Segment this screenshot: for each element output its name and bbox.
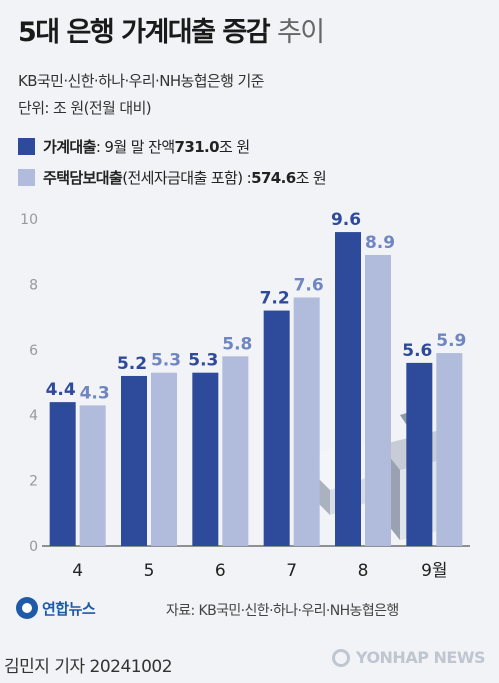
subtitle-unit: 단위: 조 원(전월 대비) (18, 99, 152, 117)
watermark-icon (331, 648, 350, 667)
bar-household (406, 362, 433, 546)
legend-value: 574.6 (251, 168, 296, 187)
data-label: 5.6 (402, 341, 432, 361)
x-tick-label: 4 (72, 561, 83, 581)
byline: 김민지 기자 20241002 (4, 657, 173, 677)
data-label: 9.6 (331, 210, 361, 230)
legend-name: 주택담보대출 (43, 169, 123, 187)
legend-value: 731.0 (174, 137, 220, 156)
source-note: 자료: KB국민·신한·하나·우리·NH농협은행 (166, 603, 399, 619)
bar-mortgage (79, 405, 106, 546)
watermark: YONHAP NEWS (331, 648, 486, 667)
bar-mortgage (151, 372, 177, 546)
legend-item-mortgage: 주택담보대출 (전세자금대출 포함) : 574.6 조 원 (18, 167, 327, 188)
bar-mortgage (293, 297, 320, 546)
title-main: 5대 은행 가계대출 증감 (18, 17, 271, 48)
data-label: 5.2 (117, 354, 147, 374)
chart-title: 5대 은행 가계대출 증감 추이 (18, 10, 325, 49)
data-label: 7.2 (260, 289, 290, 309)
x-tick-label: 9월 (421, 561, 447, 581)
y-tick-label: 6 (29, 343, 38, 359)
y-tick-label: 4 (29, 408, 38, 424)
x-tick-label: 5 (144, 561, 155, 581)
bar-household (121, 375, 147, 546)
data-label: 7.6 (294, 275, 324, 295)
y-tick-label: 0 (29, 539, 38, 555)
bar-mortgage (365, 254, 391, 546)
data-label: 5.3 (151, 351, 181, 371)
data-label: 8.9 (365, 233, 395, 253)
legend-unit: 조 원 (295, 169, 327, 187)
legend-swatch-household (18, 138, 35, 155)
bar-household (192, 372, 219, 546)
subtitle-banks: KB국민·신한·하나·우리·NH농협은행 기준 (18, 72, 264, 90)
legend-text: (전세자금대출 포함) : (122, 169, 252, 187)
data-label: 5.3 (188, 351, 218, 371)
bar-mortgage (222, 356, 249, 546)
legend-unit: 조 원 (218, 138, 250, 156)
data-label: 4.4 (46, 380, 76, 400)
data-label: 5.9 (436, 331, 466, 351)
data-label: 5.8 (222, 334, 252, 354)
yonhap-logo: 연합뉴스 (16, 597, 96, 619)
bar-household (49, 402, 76, 546)
y-tick-label: 2 (29, 474, 38, 490)
y-tick-label: 10 (20, 212, 38, 228)
x-tick-label: 6 (215, 561, 226, 581)
y-tick-label: 8 (29, 277, 38, 293)
data-label: 4.3 (80, 383, 110, 403)
x-tick-label: 7 (286, 561, 297, 581)
legend-text: : 9월 말 잔액 (95, 138, 175, 156)
yonhap-logo-icon (16, 597, 38, 619)
title-suffix: 추이 (276, 17, 325, 48)
bar-household (263, 310, 290, 546)
bar-mortgage (436, 353, 463, 546)
watermark-text: YONHAP NEWS (355, 648, 486, 667)
legend-swatch-mortgage (18, 169, 35, 186)
legend-item-household: 가계대출 : 9월 말 잔액 731.0 조 원 (18, 136, 250, 157)
logo-text: 연합뉴스 (42, 599, 96, 618)
bar-household (335, 232, 361, 546)
legend-name: 가계대출 (43, 138, 96, 156)
x-tick-label: 8 (358, 561, 369, 581)
